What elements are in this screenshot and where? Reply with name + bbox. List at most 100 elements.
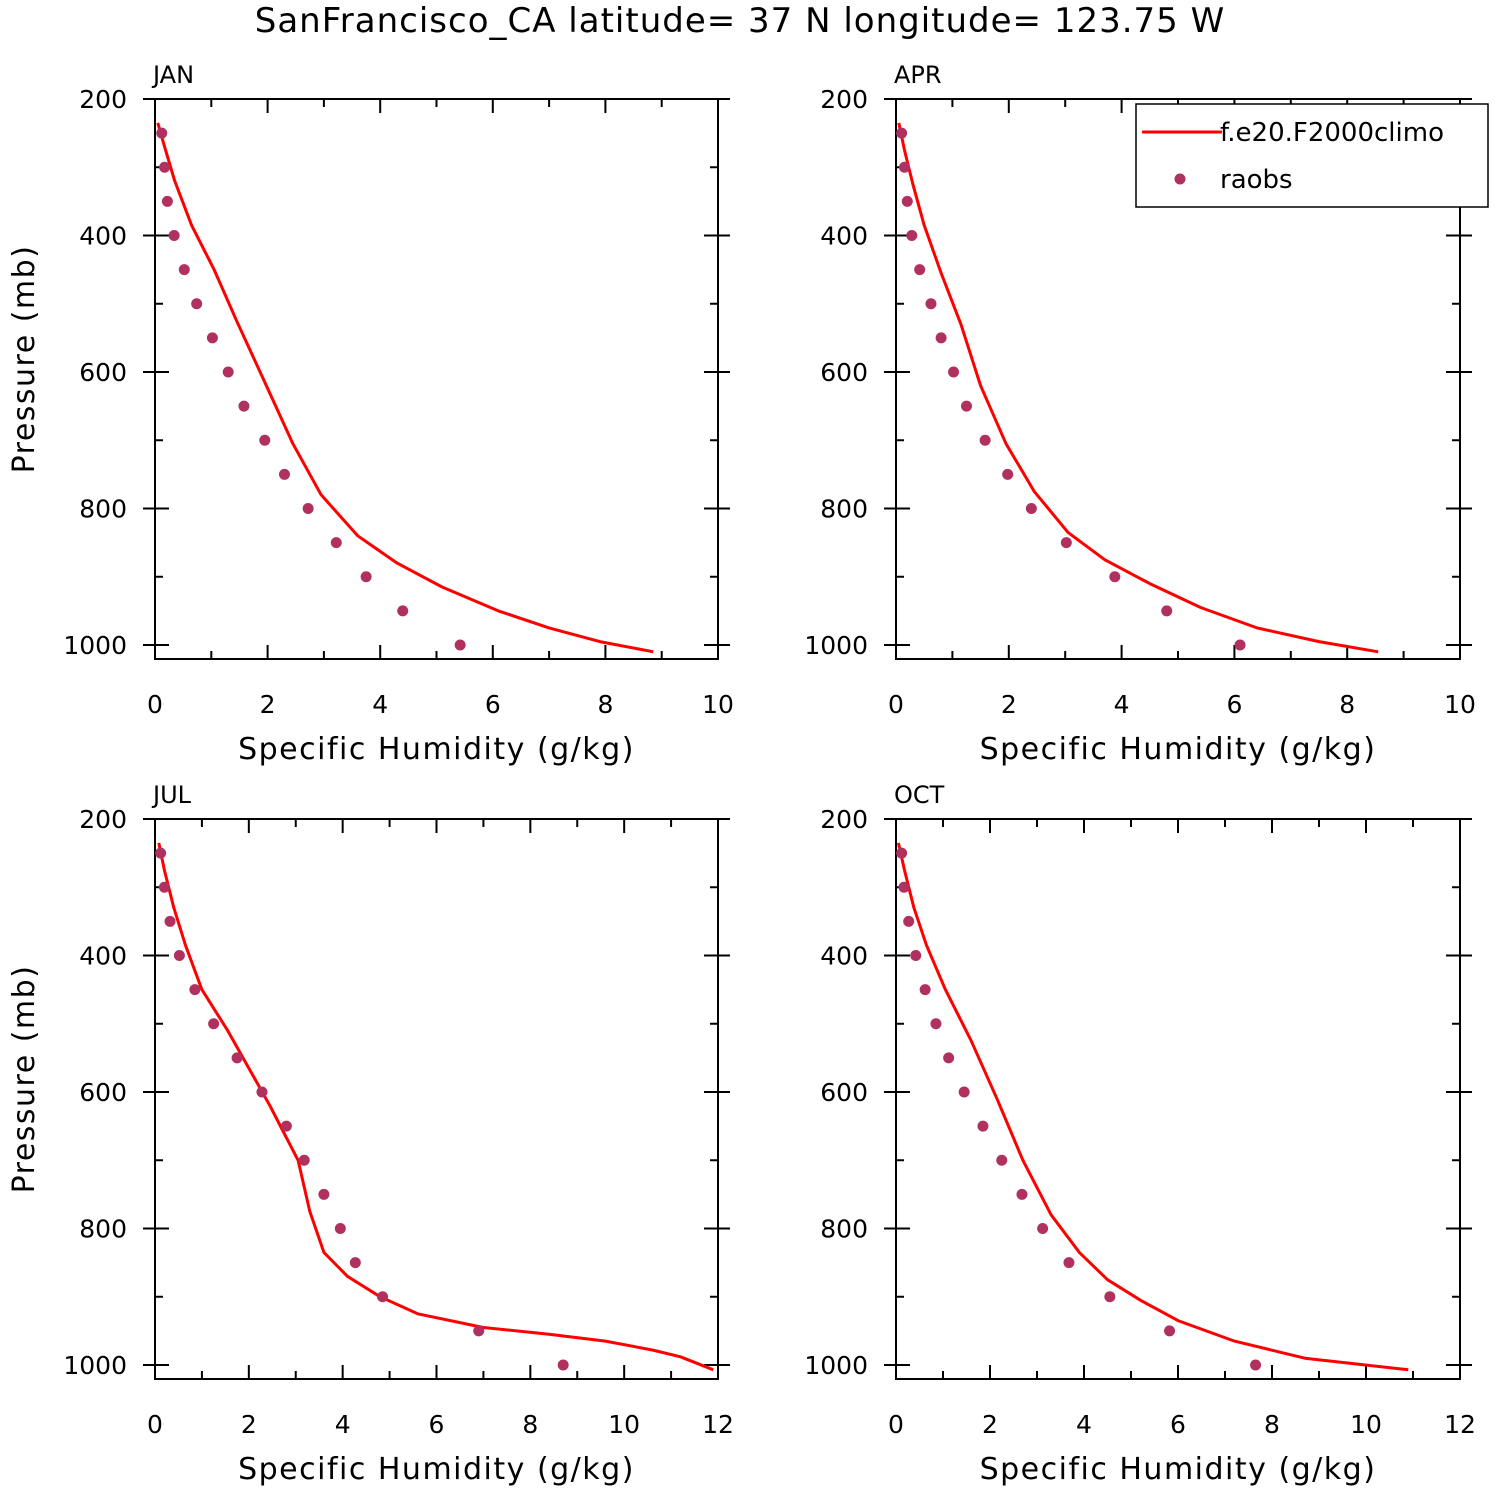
- obs-data-point: [298, 1154, 310, 1166]
- legend: f.e20.F2000climo raobs: [1135, 103, 1489, 208]
- x-axis-label: Specific Humidity (g/kg): [238, 1452, 635, 1487]
- chart-panel-jan: 0 2 4 6 8 10 200 400 600 800 1000 JAN Specific Humid…: [7, 61, 734, 767]
- obs-data-point: [302, 503, 314, 514]
- model-series-line: [157, 842, 714, 1372]
- x-tick-label: 2: [260, 690, 276, 719]
- obs-data-point: [206, 332, 218, 344]
- legend-box: [1135, 103, 1489, 208]
- obs-data-point: [1016, 1188, 1028, 1200]
- obs-data-point: [397, 605, 409, 617]
- x-tick-label: 4: [372, 690, 388, 719]
- y-tick-label: 200: [79, 85, 127, 114]
- y-axis-label: Pressure (mb): [7, 245, 42, 474]
- x-tick-label: 6: [429, 1410, 445, 1439]
- obs-data-point: [1025, 503, 1037, 514]
- obs-data-point: [231, 1052, 243, 1064]
- figure-title: SanFrancisco_CA latitude= 37 N longitude…: [255, 1, 1226, 41]
- model-series-line: [156, 122, 654, 654]
- obs-data-point: [360, 571, 372, 583]
- obs-data-point: [1063, 1257, 1075, 1269]
- x-axis-label: Specific Humidity (g/kg): [238, 732, 635, 767]
- y-tick-label: 1000: [804, 631, 868, 660]
- x-tick-label: 0: [888, 1410, 904, 1439]
- x-tick-label: 0: [147, 690, 163, 719]
- y-tick-label: 600: [820, 1078, 868, 1107]
- y-tick-label: 800: [79, 1215, 127, 1244]
- obs-data-point: [168, 230, 180, 241]
- obs-data-point: [156, 127, 168, 139]
- obs-data-point: [977, 1120, 989, 1132]
- obs-data-point: [557, 1359, 569, 1371]
- x-tick-label: 6: [1226, 690, 1242, 719]
- y-tick-label: 400: [79, 222, 127, 251]
- obs-data-point: [919, 984, 931, 996]
- plot-frame: [895, 818, 1461, 1380]
- obs-data-point: [330, 537, 342, 549]
- x-axis-label: Specific Humidity (g/kg): [980, 1452, 1377, 1487]
- y-tick-label: 1000: [804, 1351, 868, 1380]
- x-tick-label: 6: [1170, 1410, 1186, 1439]
- obs-data-point: [189, 984, 201, 996]
- obs-data-point: [159, 161, 171, 173]
- obs-data-point: [473, 1325, 485, 1337]
- y-tick-label: 800: [79, 495, 127, 524]
- legend-obs-swatch: [1174, 173, 1186, 185]
- obs-data-point: [208, 1018, 220, 1030]
- chart-panel-apr: 0 2 4 6 8 10 200 400 600 800 1000 APR Specific Humid…: [804, 61, 1489, 767]
- obs-data-point: [191, 298, 203, 310]
- obs-data-point: [935, 332, 947, 344]
- x-tick-label: 2: [1001, 690, 1017, 719]
- plot-frame: [154, 98, 719, 660]
- panel-label: OCT: [894, 781, 945, 809]
- obs-data-point: [898, 161, 910, 173]
- panel-label: JAN: [151, 61, 194, 89]
- obs-data-point: [979, 434, 991, 446]
- x-tick-label: 8: [1339, 690, 1355, 719]
- legend-model-label: f.e20.F2000climo: [1220, 118, 1444, 148]
- obs-data-point: [1037, 1223, 1049, 1234]
- obs-data-point: [901, 195, 913, 207]
- panel-label: JUL: [151, 781, 192, 809]
- obs-data-point: [1060, 537, 1072, 549]
- chart-panel-oct: 0 2 4 6 8 10 12 200 400 600 800 1000 OCT Specific Hum…: [804, 781, 1476, 1487]
- chart-panel-jul: 0 2 4 6 8 10 12 200 400 600 800 1000 JUL Specific Hum…: [7, 781, 734, 1487]
- obs-data-point: [164, 915, 176, 927]
- x-tick-label: 10: [1350, 1410, 1382, 1439]
- y-tick-label: 600: [79, 358, 127, 387]
- obs-data-point: [996, 1154, 1008, 1166]
- y-tick-label: 1000: [63, 631, 127, 660]
- obs-data-point: [1234, 639, 1246, 651]
- obs-data-point: [948, 366, 960, 378]
- x-tick-label: 4: [335, 1410, 351, 1439]
- obs-data-point: [377, 1291, 389, 1303]
- x-tick-label: 10: [608, 1410, 640, 1439]
- obs-data-point: [259, 434, 271, 446]
- y-tick-label: 1000: [63, 1351, 127, 1380]
- model-series-line: [897, 122, 1379, 654]
- x-tick-label: 2: [241, 1410, 257, 1439]
- obs-data-point: [161, 195, 173, 207]
- y-tick-label: 800: [820, 1215, 868, 1244]
- obs-data-point: [173, 950, 185, 961]
- obs-data-point: [454, 639, 466, 651]
- x-tick-label: 10: [702, 690, 734, 719]
- obs-data-point: [1002, 468, 1014, 480]
- obs-data-point: [155, 847, 167, 859]
- obs-data-point: [896, 847, 908, 859]
- y-tick-label: 200: [820, 85, 868, 114]
- x-tick-label: 12: [1444, 1410, 1476, 1439]
- obs-data-point: [903, 915, 915, 927]
- y-tick-label: 400: [820, 942, 868, 971]
- obs-data-point: [178, 264, 190, 276]
- x-tick-label: 2: [982, 1410, 998, 1439]
- x-tick-label: 12: [702, 1410, 734, 1439]
- obs-data-point: [896, 127, 908, 139]
- y-tick-label: 400: [820, 222, 868, 251]
- obs-data-point: [222, 366, 234, 378]
- x-tick-label: 0: [888, 690, 904, 719]
- obs-data-point: [958, 1086, 970, 1098]
- obs-data-point: [1109, 571, 1121, 583]
- obs-data-point: [158, 881, 170, 893]
- x-tick-label: 4: [1114, 690, 1130, 719]
